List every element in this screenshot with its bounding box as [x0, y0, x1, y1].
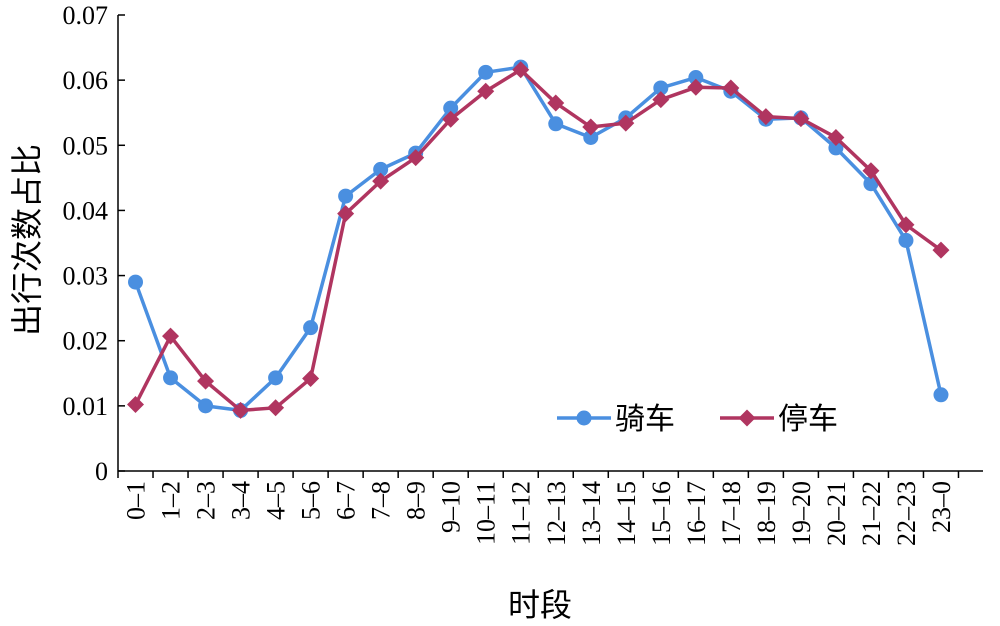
data-point: [583, 129, 599, 145]
data-point: [302, 369, 320, 387]
x-tick-label: 9–10: [437, 481, 466, 533]
data-point: [898, 232, 914, 248]
data-point: [443, 100, 459, 116]
data-point: [757, 108, 775, 126]
x-tick-label: 2–3: [192, 481, 221, 520]
data-point: [267, 399, 285, 417]
data-point: [127, 396, 145, 414]
y-tick-label: 0.02: [63, 327, 109, 356]
x-tick-label: 17–18: [717, 481, 746, 546]
y-tick-label: 0: [95, 457, 108, 486]
x-tick-label: 14–15: [612, 481, 641, 546]
data-point: [337, 205, 355, 223]
data-point: [617, 114, 635, 132]
data-point: [338, 188, 354, 204]
series-layer: [127, 59, 950, 419]
x-tick-label: 0–1: [122, 481, 151, 520]
x-tick-label: 21–22: [857, 481, 886, 546]
x-tick-label: 23–0: [927, 481, 956, 533]
legend-marker: [738, 409, 756, 427]
data-point: [653, 80, 669, 96]
x-axis-label: 时段: [508, 587, 572, 623]
legend-item: 骑车: [557, 403, 675, 436]
legend: 骑车 停车: [557, 403, 838, 436]
data-point: [582, 118, 600, 136]
data-point: [232, 401, 250, 419]
data-point: [933, 387, 949, 403]
y-axis-label: 出行次数占比: [9, 144, 45, 336]
data-point: [162, 327, 180, 345]
data-point: [303, 320, 319, 336]
series-2: [127, 61, 950, 419]
x-tick-label: 22–23: [892, 481, 921, 546]
y-tick-label: 0.07: [63, 1, 109, 30]
data-point: [442, 110, 460, 128]
y-tick-label: 0.04: [63, 196, 109, 225]
x-tick-label: 15–16: [647, 481, 676, 546]
data-point: [688, 70, 704, 86]
x-tick-label: 5–6: [297, 481, 326, 520]
x-tick-label: 6–7: [332, 481, 361, 520]
data-point: [828, 140, 844, 156]
data-point: [548, 116, 564, 132]
legend-label: 骑车: [615, 403, 675, 436]
x-tick-label: 20–21: [822, 481, 851, 546]
data-point: [197, 372, 215, 390]
data-point: [863, 176, 879, 192]
x-tick-label: 18–19: [752, 481, 781, 546]
x-axis-ticks: 0–1 1–2 2–3 3–4 4–5 5–6 6–7 7–8 8–9 9–10 10–11 11–1…: [117, 471, 960, 546]
data-point: [862, 162, 880, 180]
data-point: [268, 370, 284, 386]
x-tick-label: 7–8: [367, 481, 396, 520]
legend-marker: [576, 410, 592, 426]
series-line: [133, 67, 943, 413]
data-point: [198, 398, 214, 414]
data-point: [932, 241, 950, 259]
data-point: [547, 94, 565, 112]
data-point: [373, 161, 389, 177]
x-tick-label: 1–2: [157, 481, 186, 520]
data-point: [722, 79, 740, 97]
data-point: [827, 128, 845, 146]
data-point: [407, 149, 425, 167]
x-tick-label: 16–17: [682, 481, 711, 546]
y-tick-label: 0.05: [63, 131, 109, 160]
data-point: [652, 91, 670, 109]
y-tick-label: 0.01: [63, 392, 109, 421]
x-tick-label: 19–20: [787, 481, 816, 546]
data-point: [478, 64, 494, 80]
data-point: [687, 78, 705, 96]
x-tick-label: 10–11: [472, 481, 501, 545]
x-tick-label: 13–14: [577, 481, 606, 546]
x-tick-label: 3–4: [227, 481, 256, 520]
axes: [117, 15, 983, 472]
x-tick-label: 11–12: [507, 481, 536, 545]
series-line: [133, 65, 943, 413]
data-point: [163, 370, 179, 386]
x-tick-label: 4–5: [262, 481, 291, 520]
y-tick-label: 0.06: [63, 66, 109, 95]
data-point: [372, 172, 390, 190]
x-tick-label: 12–13: [542, 481, 571, 546]
data-point: [512, 61, 530, 79]
data-point: [792, 110, 810, 128]
y-axis-ticks: 0 0.01 0.02 0.03 0.04 0.05 0.06 0.07: [63, 1, 125, 486]
legend-label: 停车: [778, 403, 838, 436]
series-1: [128, 59, 949, 418]
y-tick-label: 0.03: [63, 262, 109, 291]
data-point: [128, 274, 144, 290]
data-point: [477, 82, 495, 100]
legend-item: 停车: [720, 403, 838, 436]
data-point: [897, 216, 915, 234]
x-tick-label: 8–9: [402, 481, 431, 520]
